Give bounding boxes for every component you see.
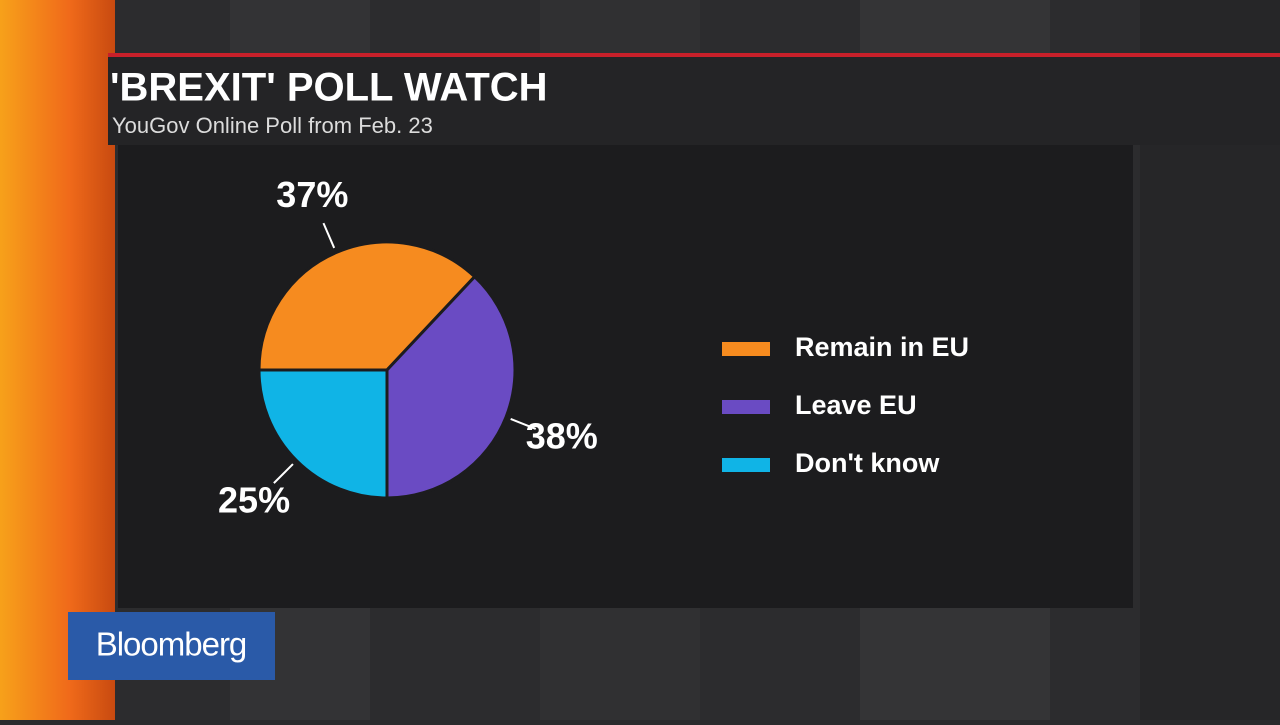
pie-slice: [257, 240, 477, 372]
leader-line: [322, 222, 336, 249]
leader-line: [510, 418, 537, 430]
legend-label: Don't know: [795, 448, 940, 478]
pie-chart: 37% 38% 25% Remain in EU Leave EU Don't know: [218, 174, 969, 520]
chart-subtitle: YouGov Online Poll from Feb. 23: [112, 113, 433, 138]
legend-swatch: [722, 400, 770, 414]
leader-line: [273, 463, 294, 484]
logo: Bloomberg: [96, 626, 247, 663]
pie-slice: [257, 368, 389, 500]
red-rule: [108, 53, 1280, 57]
data-label: 25%: [218, 479, 290, 520]
chart-title: 'BREXIT' POLL WATCH: [110, 66, 548, 110]
legend-swatch: [722, 458, 770, 472]
pie-slice: [385, 274, 517, 500]
legend-label: Remain in EU: [795, 332, 969, 362]
orange-stripe: [0, 0, 115, 720]
title-bar: [108, 57, 1280, 145]
legend-label: Leave EU: [795, 390, 917, 420]
data-label: 38%: [526, 416, 598, 457]
legend-swatch: [722, 342, 770, 356]
data-label: 37%: [276, 174, 348, 215]
logo-box: [68, 612, 275, 680]
